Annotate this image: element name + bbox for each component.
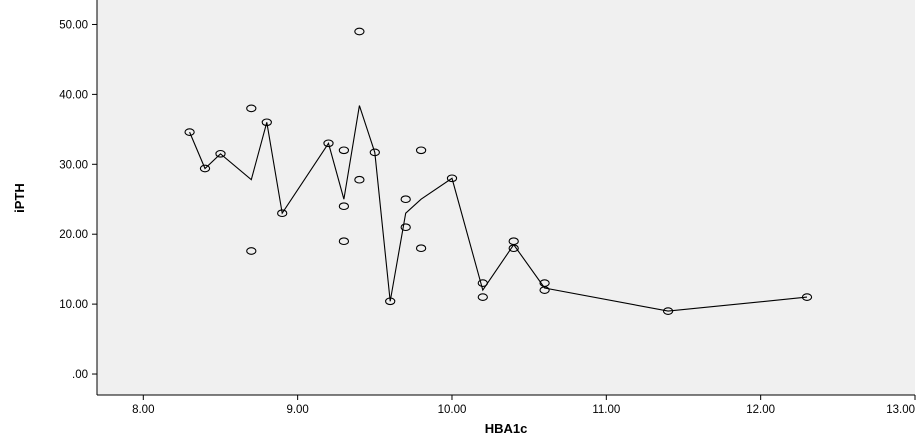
- data-point: [354, 27, 365, 36]
- data-point: [369, 148, 380, 157]
- data-point: [539, 286, 550, 294]
- data-point: [477, 279, 488, 287]
- data-point: [662, 307, 674, 315]
- data-point: [246, 247, 257, 255]
- y-tick-label: 20.00: [59, 229, 88, 241]
- data-point: [508, 244, 519, 253]
- data-point: [338, 202, 350, 211]
- x-axis-ticks: 8.00 9.00 10.00 11.00 12.00 13.00: [132, 395, 916, 416]
- y-axis-title: iPTH: [12, 183, 27, 213]
- x-tick-label: 11.00: [592, 404, 620, 416]
- data-point: [400, 195, 411, 204]
- data-point: [415, 146, 427, 155]
- data-point: [385, 297, 396, 306]
- data-point: [801, 293, 813, 301]
- data-point: [338, 237, 350, 246]
- data-point: [199, 164, 211, 173]
- data-point: [354, 175, 365, 184]
- y-tick-label: 30.00: [59, 159, 88, 171]
- y-tick-label: 40.00: [59, 89, 88, 101]
- data-points: [184, 27, 813, 315]
- y-tick-label: 10.00: [59, 299, 88, 311]
- x-tick-label: 8.00: [132, 404, 154, 416]
- y-tick-label: 50.00: [59, 19, 88, 31]
- data-point: [261, 118, 272, 127]
- data-point: [277, 209, 288, 218]
- y-tick-label: .00: [72, 369, 88, 381]
- data-point: [338, 146, 350, 155]
- plot-background: [97, 0, 915, 395]
- x-tick-label: 12.00: [746, 404, 775, 416]
- data-point: [215, 149, 226, 158]
- x-axis-title: HBA1c: [485, 421, 528, 436]
- data-point: [415, 244, 427, 253]
- data-point: [400, 223, 411, 232]
- x-tick-label: 9.00: [286, 404, 308, 416]
- y-axis-ticks: .00 10.00 20.00 30.00 40.00 50.00: [59, 19, 97, 381]
- x-tick-label: 10.00: [438, 404, 467, 416]
- data-point: [446, 174, 458, 183]
- data-point: [246, 104, 257, 113]
- data-point: [477, 293, 488, 301]
- data-point: [323, 139, 334, 148]
- data-point: [184, 128, 195, 136]
- x-tick-label: 13.00: [886, 404, 915, 416]
